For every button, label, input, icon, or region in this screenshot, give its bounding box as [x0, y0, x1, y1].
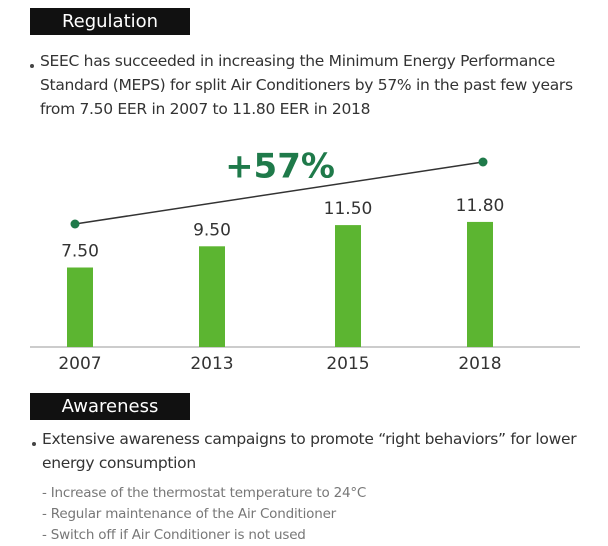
bullet [32, 442, 36, 446]
x-tick-label: 2018 [458, 354, 501, 374]
bullet [30, 64, 34, 68]
list-item: - Switch off if Air Conditioner is not u… [42, 527, 306, 543]
text-line: Extensive awareness campaigns to promote… [42, 430, 577, 448]
value-label: 9.50 [193, 220, 231, 240]
text-line: SEEC has succeeded in increasing the Min… [40, 52, 556, 70]
trend-line [74, 161, 484, 225]
section-heading: Regulation [30, 8, 190, 35]
list-item: - Regular maintenance of the Air Conditi… [42, 506, 337, 522]
x-tick-label: 2015 [326, 354, 369, 374]
section-heading: Awareness [30, 393, 190, 420]
bar [199, 246, 225, 347]
bar [335, 225, 361, 347]
list-item: - Increase of the thermostat temperature… [42, 485, 367, 501]
chart: +57% 7.50 2007 9.50 2013 11.50 2015 11.80 2018 [30, 147, 580, 374]
value-label: 11.50 [324, 199, 373, 219]
trend-point [478, 157, 488, 167]
text-line: Standard (MEPS) for split Air Conditione… [40, 76, 573, 94]
value-label: 7.50 [61, 242, 99, 262]
text-line: energy consumption [42, 454, 196, 472]
bar [467, 221, 493, 347]
x-tick-label: 2013 [190, 354, 233, 374]
trend-point [70, 219, 80, 229]
x-tick-label: 2007 [58, 354, 101, 374]
value-label: 11.80 [456, 196, 505, 216]
annotation: +57% [225, 147, 335, 187]
text-line: from 7.50 EER in 2007 to 11.80 EER in 20… [40, 100, 371, 118]
bar [67, 267, 93, 347]
